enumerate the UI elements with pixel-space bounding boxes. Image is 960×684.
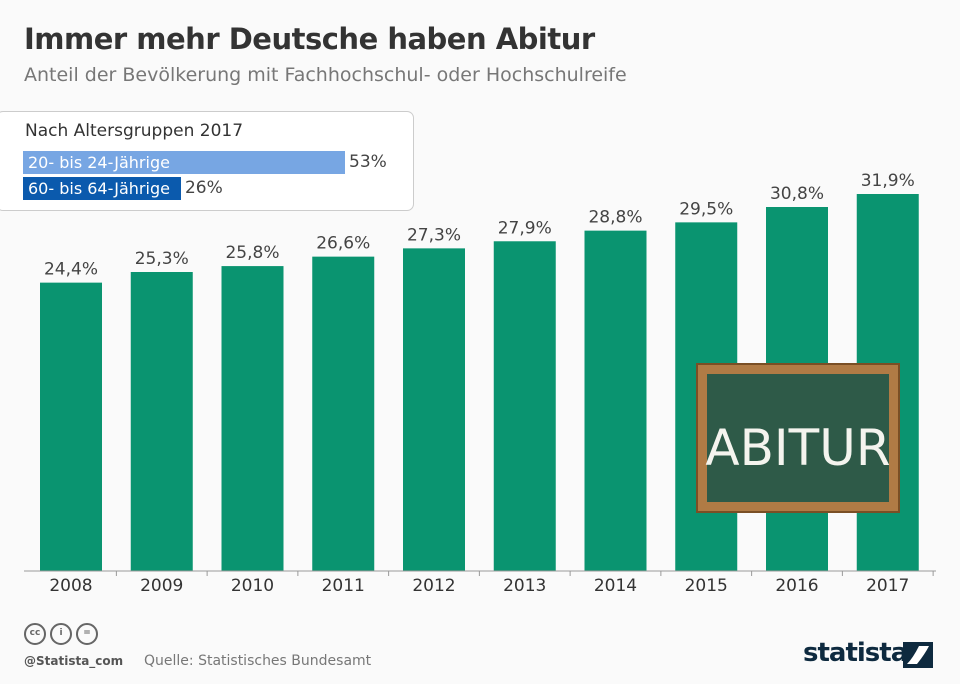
age-bar-60-64: 60- bis 64-Jährige bbox=[23, 177, 181, 200]
statista-logo: statista bbox=[803, 638, 908, 668]
data-label-2011: 26,6% bbox=[316, 234, 370, 254]
data-label-2010: 25,8% bbox=[225, 243, 279, 263]
data-label-2014: 28,8% bbox=[588, 208, 642, 228]
data-label-2009: 25,3% bbox=[135, 249, 189, 269]
x-tick-2014: 2014 bbox=[594, 576, 637, 596]
data-label-2017: 31,9% bbox=[861, 171, 915, 191]
source-text: Quelle: Statistisches Bundesamt bbox=[144, 653, 372, 669]
chalkboard bbox=[707, 374, 889, 502]
cc-nd-icon: = bbox=[76, 623, 98, 645]
data-label-2015: 29,5% bbox=[679, 199, 733, 219]
chalkboard-text: ABITUR bbox=[705, 419, 890, 477]
age-value-20-24: 53% bbox=[349, 152, 387, 172]
chart-subtitle: Anteil der Bevölkerung mit Fachhochschul… bbox=[24, 64, 627, 86]
x-tick-2010: 2010 bbox=[231, 576, 274, 596]
twitter-handle: @Statista_com bbox=[24, 654, 124, 668]
cc-by-icon: i bbox=[50, 623, 72, 645]
x-tick-2011: 2011 bbox=[322, 576, 365, 596]
x-tick-2017: 2017 bbox=[866, 576, 909, 596]
x-tick-2016: 2016 bbox=[775, 576, 818, 596]
x-tick-2009: 2009 bbox=[140, 576, 183, 596]
bar-2009 bbox=[130, 272, 193, 571]
statista-logo-mark-icon bbox=[903, 642, 933, 668]
data-label-2016: 30,8% bbox=[770, 184, 824, 204]
data-label-2013: 27,9% bbox=[498, 218, 552, 238]
cc-icon: cc bbox=[24, 623, 46, 645]
x-tick-2015: 2015 bbox=[685, 576, 728, 596]
x-tick-2008: 2008 bbox=[49, 576, 92, 596]
chart-title: Immer mehr Deutsche haben Abitur bbox=[24, 22, 595, 56]
x-tick-2012: 2012 bbox=[412, 576, 455, 596]
data-label-2012: 27,3% bbox=[407, 225, 461, 245]
data-label-2008: 24,4% bbox=[44, 260, 98, 280]
bar-2014 bbox=[584, 230, 647, 572]
bar-2011 bbox=[312, 256, 375, 571]
age-bar-20-24: 20- bis 24-Jährige bbox=[23, 151, 345, 174]
age-group-title: Nach Altersgruppen 2017 bbox=[25, 121, 244, 141]
x-tick-2013: 2013 bbox=[503, 576, 546, 596]
bar-2012 bbox=[403, 248, 465, 571]
age-value-60-64: 26% bbox=[184, 178, 223, 198]
bar-2013 bbox=[493, 241, 556, 572]
bar-2008 bbox=[40, 282, 102, 571]
age-group-box: Nach Altersgruppen 2017 20- bis 24-Jähri… bbox=[0, 111, 414, 211]
bar-2010 bbox=[221, 266, 284, 571]
